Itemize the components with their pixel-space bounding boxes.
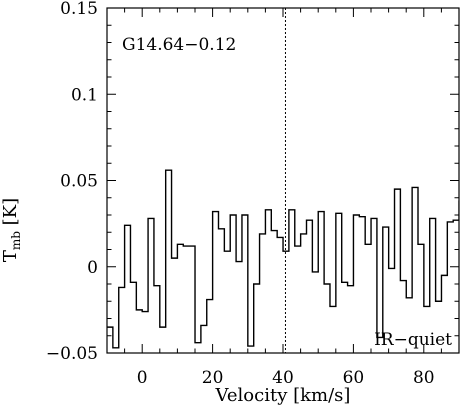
x-tick-label: 80 — [413, 368, 435, 388]
source-name-annotation: G14.64−0.12 — [122, 35, 236, 55]
y-tick-label: 0.1 — [71, 85, 98, 105]
x-tick-label: 40 — [272, 368, 294, 388]
y-axis-title-main: T — [0, 250, 21, 262]
x-axis-title: Velocity [km/s] — [215, 385, 351, 406]
spectrum-series-line — [107, 169, 459, 349]
y-tick-label: 0.05 — [60, 172, 98, 192]
y-tick-label: 0 — [87, 258, 98, 278]
x-tick-label: 20 — [202, 368, 224, 388]
x-tick-label: 60 — [343, 368, 365, 388]
y-tick-label: −0.05 — [46, 344, 98, 364]
y-axis-title-unit: [K] — [0, 198, 21, 231]
ir-class-annotation: IR−quiet — [374, 330, 452, 350]
y-tick-label: 0.15 — [60, 0, 98, 19]
y-axis-title-subscript: mb — [9, 231, 23, 250]
x-tick-label: 0 — [137, 368, 148, 388]
y-axis-title: Tmb [K] — [0, 198, 23, 262]
